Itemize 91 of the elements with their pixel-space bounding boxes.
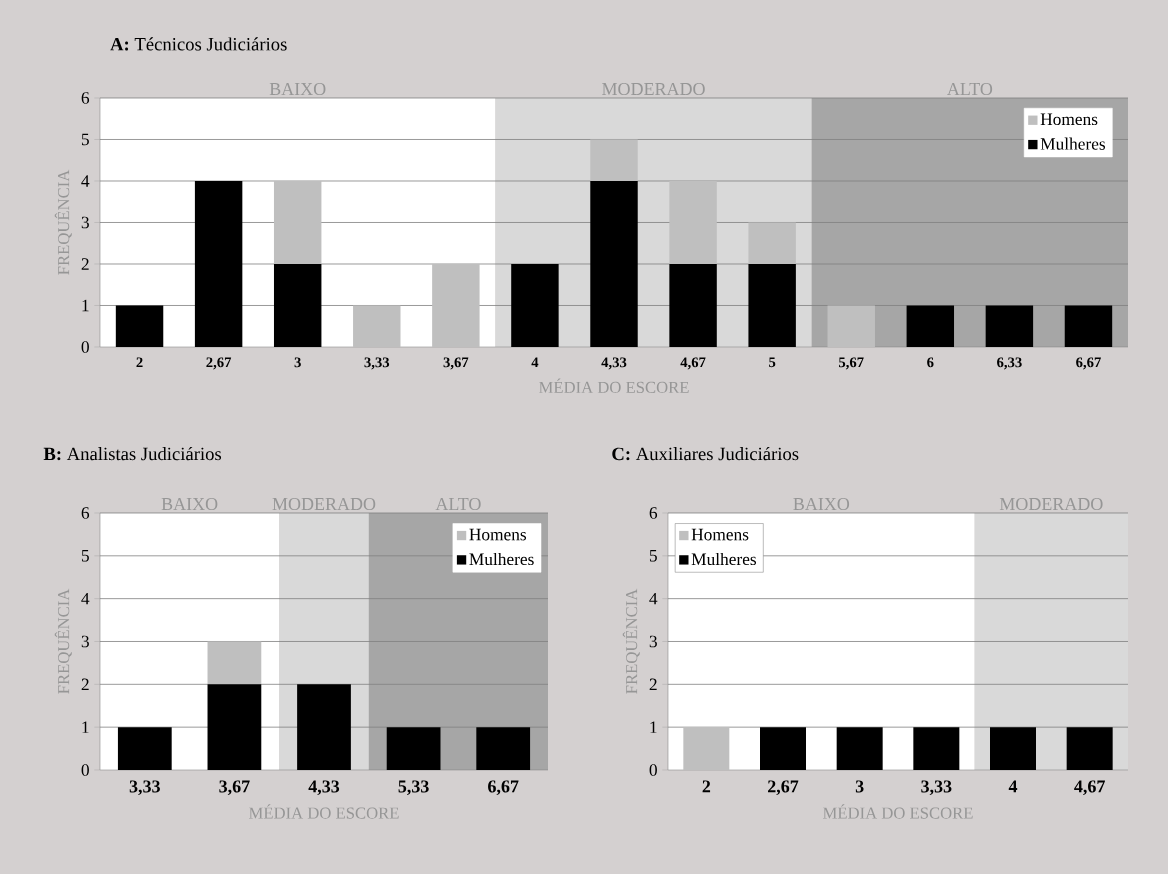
x-tick-label: 2 [702,780,711,793]
band-label: BAIXO [793,497,850,511]
bar [748,222,796,264]
chart-title: A: Técnicos Judiciários [110,37,287,51]
y-tick-label: 5 [649,550,657,562]
y-tick-label: 6 [81,507,90,519]
chart-title: C: Auxiliares Judiciários [612,447,799,461]
y-tick-label: 6 [649,507,658,519]
y-tick-label: 2 [81,678,89,691]
y-tick-label: 2 [81,258,89,270]
y-tick-label: 4 [649,592,658,605]
band-label: MODERADO [272,497,376,511]
y-axis-title: FREQUÊNCIA [54,169,72,275]
x-tick-label: 2,67 [768,780,799,796]
band-label: MODERADO [602,82,705,96]
bar [386,727,441,770]
bar [1064,305,1113,347]
bar [194,180,243,347]
x-tick-label: 5 [769,357,776,368]
bar [273,263,322,347]
y-tick-label: 1 [650,721,657,733]
chart-title: B: Analistas Judiciários [43,447,222,461]
y-tick-label: 1 [82,299,89,312]
x-tick-label: 5,67 [838,357,864,370]
x-tick-label: 4 [1008,780,1018,793]
legend-label: Homens [1040,113,1098,126]
x-tick-label: 3,67 [219,780,250,796]
x-tick-label: 3 [855,780,864,793]
x-tick-label: 4,67 [1074,780,1105,796]
x-tick-label: 4,67 [680,357,706,370]
legend-label: Mulheres [1040,137,1106,150]
x-tick-label: 3,33 [921,780,952,796]
x-axis-title: MÉDIA DO ESCORE [539,378,689,393]
y-tick-label: 0 [649,764,657,776]
band-label: BAIXO [161,497,218,511]
x-tick-label: 3,33 [364,357,390,370]
bar [207,684,262,770]
y-tick-label: 2 [649,678,657,691]
bar [748,263,796,347]
band-label: ALTO [947,82,993,96]
x-tick-label: 6 [927,357,934,368]
x-axis-title: MÉDIA DO ESCORE [823,804,973,819]
x-tick-label: 2,67 [206,357,232,370]
bar [906,305,955,347]
y-tick-label: 4 [81,592,90,605]
x-tick-label: 5,33 [398,780,429,796]
bar [669,263,717,347]
y-tick-label: 4 [81,175,90,187]
x-axis-title: MÉDIA DO ESCORE [249,804,399,819]
bar [353,305,401,347]
legend-label: Homens [691,528,749,541]
bar [297,684,351,770]
y-tick-label: 3 [649,635,657,648]
bar [117,727,172,770]
y-tick-label: 0 [81,764,89,776]
x-tick-label: 4 [531,357,539,368]
bar [115,305,164,347]
bar [827,305,875,347]
x-tick-label: 3,67 [443,357,469,370]
y-tick-label: 1 [82,721,89,733]
x-tick-label: 2 [136,357,143,368]
bar [985,305,1034,347]
band-label: ALTO [435,497,481,511]
x-tick-label: 4,33 [601,357,627,370]
y-tick-label: 6 [81,92,90,104]
bar [273,180,322,264]
y-tick-label: 5 [81,550,89,562]
bar [669,180,717,264]
bar [432,263,480,347]
y-axis-title: FREQUÊNCIA [622,588,640,694]
y-tick-label: 0 [81,341,89,353]
bar [511,263,559,347]
x-tick-label: 3,33 [129,780,160,796]
x-tick-label: 6,33 [997,357,1022,370]
bar [590,139,638,181]
y-axis-title: FREQUÊNCIA [54,588,72,694]
bar [590,180,638,347]
x-tick-label: 4,33 [308,780,340,796]
legend-label: Mulheres [691,552,757,566]
x-tick-label: 6,67 [488,780,519,796]
band-label: MODERADO [999,497,1103,511]
y-tick-label: 5 [81,133,89,146]
y-tick-label: 3 [81,216,89,229]
legend-label: Homens [469,528,527,541]
y-tick-label: 3 [81,635,89,648]
band-label: BAIXO [269,82,326,96]
x-tick-label: 6,67 [1076,357,1101,370]
legend-label: Mulheres [469,552,534,566]
bar [207,641,262,685]
x-tick-label: 3 [294,357,301,368]
bar [476,727,531,770]
